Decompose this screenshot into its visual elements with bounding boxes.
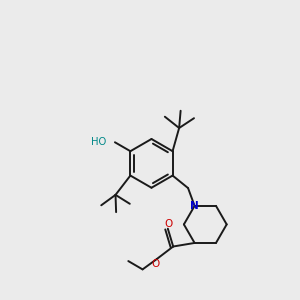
Text: O: O	[164, 219, 172, 229]
Text: N: N	[190, 201, 199, 211]
Text: HO: HO	[92, 137, 106, 147]
Text: O: O	[152, 259, 160, 269]
